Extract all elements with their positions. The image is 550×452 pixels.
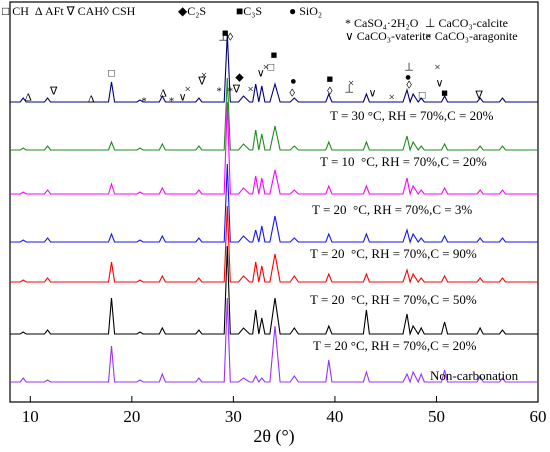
xrd-pattern	[10, 297, 538, 384]
peak-marker: *	[228, 86, 234, 98]
legend-entry: ⊥ CaCO₃-calcite	[425, 16, 508, 30]
peak-marker: □	[108, 68, 115, 80]
xrd-pattern	[10, 33, 538, 104]
peak-marker: ∇	[49, 86, 58, 98]
peak-marker: ∨	[368, 88, 376, 100]
peak-marker: ■	[441, 88, 448, 100]
peak-marker: Δ	[160, 88, 167, 100]
peak-marker: ×	[434, 62, 440, 74]
series-label: T = 20 °C, RH = 70%,C = 3%	[312, 202, 472, 217]
legend-entry: ● SiO₂	[289, 4, 322, 18]
peak-marker: ◆	[235, 72, 244, 84]
xrd-pattern	[10, 163, 538, 244]
x-tick-label: 50	[428, 407, 445, 426]
legend-entry: □ CH Δ AFt ∇ CAH◊ CSH	[2, 4, 136, 18]
peak-marker: Δ	[88, 94, 95, 106]
peak-marker: □	[268, 62, 275, 74]
peak-marker: Δ	[25, 92, 32, 104]
plot-frame	[9, 1, 539, 403]
series-label: T = 20 °C, RH = 70%,C = 50%	[310, 292, 477, 307]
series-label: Non-carbonation	[430, 368, 519, 383]
peak-marker: ■	[327, 74, 334, 86]
peak-marker: ◊	[327, 86, 333, 98]
x-axis-label: 2θ (°)	[253, 426, 294, 447]
peak-marker: ×	[263, 62, 269, 74]
peak-marker: ×	[248, 84, 254, 96]
xrd-pattern	[10, 205, 538, 284]
peak-marker: ⊥	[404, 62, 414, 74]
peak-marker: *	[141, 96, 147, 108]
peak-marker: ∨	[257, 68, 265, 80]
peak-marker: *	[216, 86, 222, 98]
legend-entry: ■C₃S	[236, 4, 262, 18]
xrd-pattern	[10, 101, 538, 197]
peak-marker: ×	[201, 70, 207, 82]
x-tick-label: 10	[22, 407, 39, 426]
peak-marker: *	[169, 96, 175, 108]
series-label: T = 20 °C, RH = 70%,C = 90%	[310, 246, 477, 261]
xrd-pattern	[10, 245, 538, 337]
peak-marker: ∇	[474, 90, 483, 102]
peak-marker: ⊥	[218, 32, 228, 44]
legend-entry: ∨ CaCO₃-vaterite	[345, 29, 431, 43]
x-tick-label: 30	[225, 407, 242, 426]
x-tick-label: 40	[326, 407, 343, 426]
legend-entry: * CaSO₄·2H₂O	[345, 16, 419, 30]
peak-marker: ×	[348, 78, 354, 90]
peak-marker: ◊	[228, 32, 234, 44]
legend-entry: × CaCO₃-aragonite	[425, 29, 518, 43]
series-label: T = 20 °C, RH = 70%,C = 20%	[313, 338, 477, 353]
peak-marker: ∨	[179, 92, 187, 104]
peak-marker: ×	[389, 92, 395, 104]
peak-marker: ∨	[435, 78, 443, 90]
peak-marker: ■	[222, 28, 229, 40]
peak-marker: ■	[271, 50, 278, 62]
xrd-pattern	[10, 77, 538, 152]
peak-marker: ●	[405, 72, 412, 84]
legend-entry: ◆C₂S	[178, 4, 206, 18]
peak-marker: ●	[290, 76, 297, 88]
x-tick-label: 60	[530, 407, 547, 426]
peak-marker: ∇	[197, 76, 206, 88]
peak-marker: ⊥	[344, 84, 354, 96]
peak-marker: ×	[185, 84, 191, 96]
series-label: T = 10 °C, RH = 70%,C = 20%	[320, 154, 487, 169]
series-label: T = 30 °C, RH = 70%,C = 20%	[330, 108, 494, 123]
peak-marker: ◊	[406, 80, 412, 92]
peak-marker: □	[419, 90, 426, 102]
peak-marker: ∇	[232, 84, 241, 96]
peak-marker: ◊	[290, 88, 296, 100]
x-tick-label: 20	[123, 407, 140, 426]
